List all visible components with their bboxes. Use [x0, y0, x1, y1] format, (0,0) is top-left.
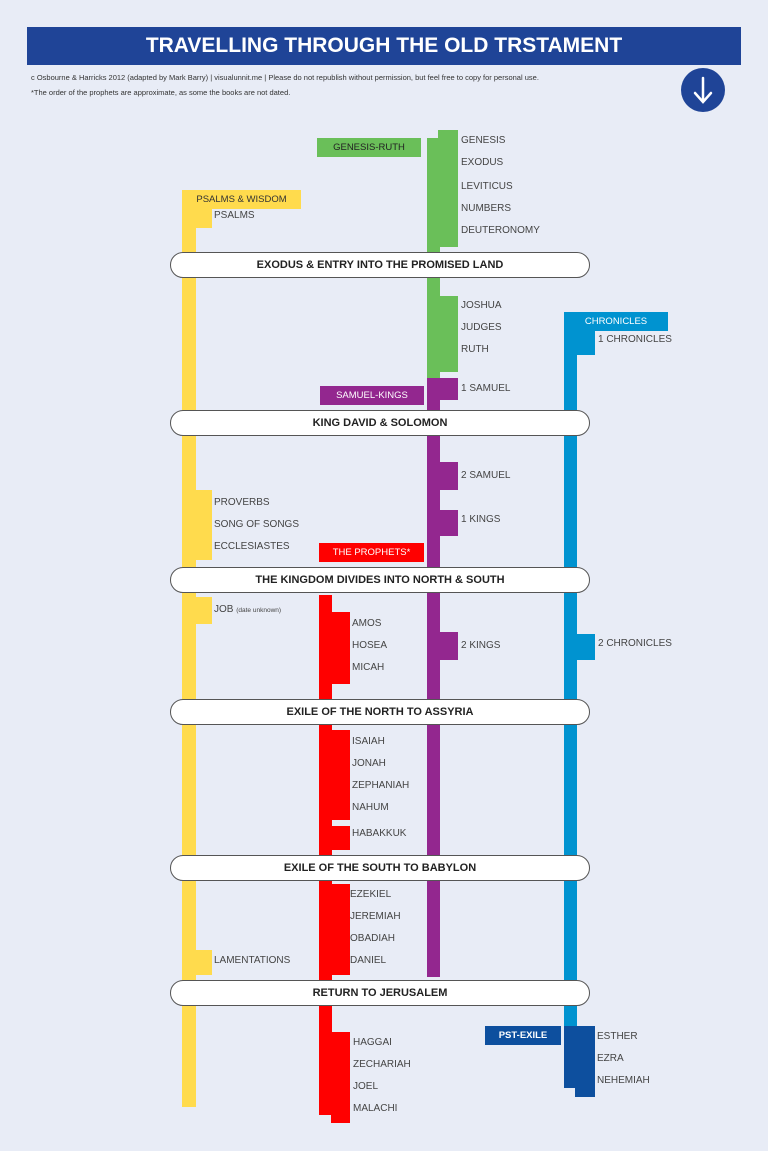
book-label: MICAH — [352, 662, 385, 673]
book-label: JEREMIAH — [350, 911, 401, 922]
book-marker — [182, 597, 212, 624]
book-marker — [319, 730, 350, 820]
book-marker — [427, 510, 458, 536]
book-label: ISAIAH — [352, 736, 385, 747]
book-marker — [564, 330, 595, 355]
book-label: NUMBERS — [461, 203, 512, 214]
book-label: PSALMS — [214, 210, 255, 221]
book-label: HAGGAI — [353, 1037, 392, 1048]
book-label: DEUTERONOMY — [461, 225, 540, 236]
event-kingdom-divides: THE KINGDOM DIVIDES INTO NORTH & SOUTH — [170, 567, 590, 593]
page-title: TRAVELLING THROUGH THE OLD TRSTAMENT — [27, 27, 741, 65]
group-label-samuel-kings: SAMUEL-KINGS — [320, 386, 424, 405]
book-label: SONG OF SONGS — [214, 519, 300, 530]
book-label: ESTHER — [597, 1031, 638, 1042]
book-label: LAMENTATIONS — [214, 955, 291, 966]
book-label: EXODUS — [461, 157, 504, 168]
event-exile-south: EXILE OF THE SOUTH TO BABYLON — [170, 855, 590, 881]
job-note: (date unknown) — [236, 607, 282, 614]
book-label: NEHEMIAH — [597, 1075, 650, 1086]
book-label: PROVERBS — [214, 497, 270, 508]
book-marker — [319, 612, 350, 684]
group-label-wisdom: PSALMS & WISDOM — [182, 190, 301, 209]
book-label: HABAKKUK — [352, 828, 407, 839]
book-marker — [182, 950, 212, 975]
event-exodus: EXODUS & ENTRY INTO THE PROMISED LAND — [170, 252, 590, 278]
book-label: ZEPHANIAH — [352, 780, 410, 791]
book-marker — [564, 634, 595, 660]
book-label: GENESIS — [461, 135, 506, 146]
group-label-chronicles: CHRONICLES — [564, 312, 668, 331]
book-label: DANIEL — [350, 955, 387, 966]
book-marker — [438, 130, 458, 247]
book-label: JUDGES — [461, 322, 502, 333]
book-label-job: JOB (date unknown) — [214, 603, 281, 617]
book-marker — [438, 296, 458, 372]
book-label: 2 SAMUEL — [461, 470, 511, 481]
book-label: 1 KINGS — [461, 514, 501, 525]
book-label: JONAH — [352, 758, 386, 769]
book-label: EZEKIEL — [350, 889, 392, 900]
book-label: ECCLESIASTES — [214, 541, 290, 552]
event-exile-north: EXILE OF THE NORTH TO ASSYRIA — [170, 699, 590, 725]
book-label: ZECHARIAH — [353, 1059, 411, 1070]
book-label: JOB — [214, 604, 234, 615]
book-marker — [427, 632, 458, 660]
book-label: JOSHUA — [461, 300, 502, 311]
post-exile-timeline — [564, 1026, 577, 1088]
book-marker — [319, 826, 350, 850]
book-label: RUTH — [461, 344, 489, 355]
book-marker — [575, 1026, 595, 1097]
book-label: MALACHI — [353, 1103, 398, 1114]
book-label: LEVITICUS — [461, 181, 513, 192]
book-label: NAHUM — [352, 802, 389, 813]
book-label: EZRA — [597, 1053, 624, 1064]
book-label: 1 CHRONICLES — [598, 334, 672, 345]
arrow-down-icon[interactable] — [681, 68, 725, 112]
event-return: RETURN TO JERUSALEM — [170, 980, 590, 1006]
group-label-genesis-ruth: GENESIS-RUTH — [317, 138, 421, 157]
book-label: 2 KINGS — [461, 640, 501, 651]
book-label: 2 CHRONICLES — [598, 638, 672, 649]
book-label: AMOS — [352, 618, 382, 629]
group-label-post-exile: PST-EXILE — [485, 1026, 561, 1045]
book-marker — [427, 462, 458, 490]
book-marker — [331, 1032, 350, 1123]
book-label: JOEL — [353, 1081, 379, 1092]
book-marker — [427, 378, 458, 400]
event-david-solomon: KING DAVID & SOLOMON — [170, 410, 590, 436]
book-label: OBADIAH — [350, 933, 396, 944]
book-marker — [182, 490, 212, 560]
footnote-text: *The order of the prophets are approxima… — [31, 88, 291, 97]
group-label-prophets: THE PROPHETS* — [319, 543, 424, 562]
book-marker — [182, 209, 212, 228]
book-marker — [319, 884, 350, 975]
book-label: 1 SAMUEL — [461, 383, 511, 394]
book-label: HOSEA — [352, 640, 388, 651]
credit-text: c Osbourne & Harricks 2012 (adapted by M… — [31, 73, 539, 82]
